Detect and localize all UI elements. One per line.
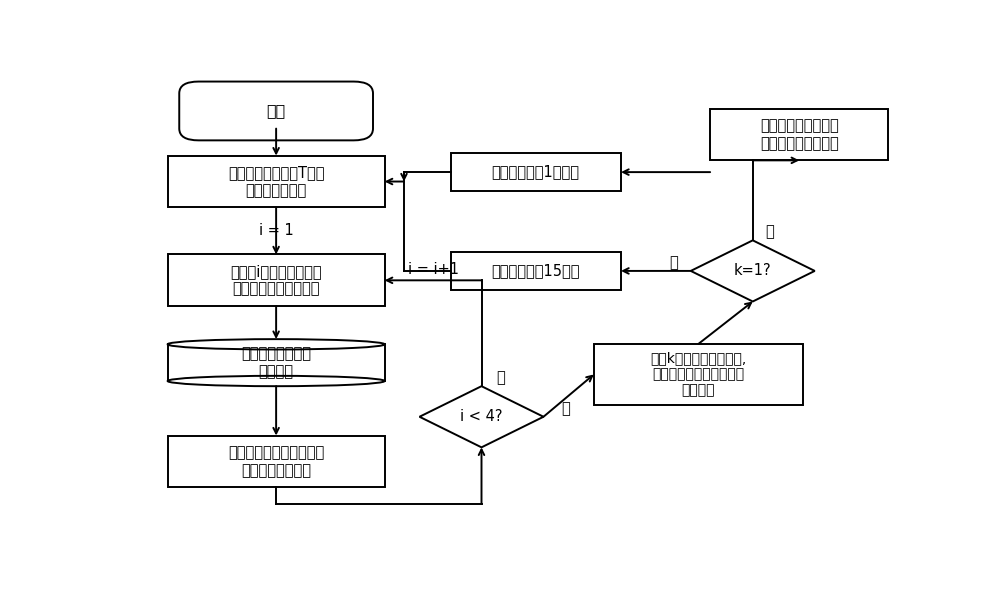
Bar xyxy=(710,109,888,160)
Polygon shape xyxy=(420,386,544,447)
Bar xyxy=(168,254,385,306)
Text: k=1?: k=1? xyxy=(734,263,772,279)
Text: 假设第i个时段按照最优
换相策略进行换相动作: 假设第i个时段按照最优 换相策略进行换相动作 xyxy=(230,264,322,296)
Text: 否: 否 xyxy=(561,401,570,416)
Text: 是: 是 xyxy=(497,370,505,385)
Text: 开始: 开始 xyxy=(266,103,286,119)
Ellipse shape xyxy=(168,376,385,386)
Bar xyxy=(451,153,621,191)
Text: 换相开关最优动作
策略模型: 换相开关最优动作 策略模型 xyxy=(241,346,311,379)
Ellipse shape xyxy=(168,339,385,349)
Bar xyxy=(451,252,621,290)
Text: 否: 否 xyxy=(669,255,678,270)
Text: i = i+1: i = i+1 xyxy=(408,263,459,277)
Text: 换相周期后移1个小时: 换相周期后移1个小时 xyxy=(492,164,580,180)
Bar xyxy=(168,436,385,488)
Text: 是: 是 xyxy=(765,224,774,240)
Text: i < 4?: i < 4? xyxy=(460,409,503,424)
Polygon shape xyxy=(691,240,815,301)
Text: i = 1: i = 1 xyxy=(259,224,294,238)
Bar xyxy=(594,344,803,405)
Bar xyxy=(168,345,385,381)
Text: 载入当前换相周期T为换
相策略计算窗口: 载入当前换相周期T为换 相策略计算窗口 xyxy=(228,166,324,198)
FancyBboxPatch shape xyxy=(179,81,373,141)
Text: 换相周期后移15分钟: 换相周期后移15分钟 xyxy=(492,263,580,279)
Text: 按最优换相策略发出
指令，进行换相动作: 按最优换相策略发出 指令，进行换相动作 xyxy=(760,119,839,151)
Text: 设第k个时段进行换相后,
换相周期内平均三相不平
衡度最小: 设第k个时段进行换相后, 换相周期内平均三相不平 衡度最小 xyxy=(650,351,747,398)
Text: 计算换相周期内所有时刻
平均三相不平衡度: 计算换相周期内所有时刻 平均三相不平衡度 xyxy=(228,445,324,478)
Bar xyxy=(168,156,385,207)
